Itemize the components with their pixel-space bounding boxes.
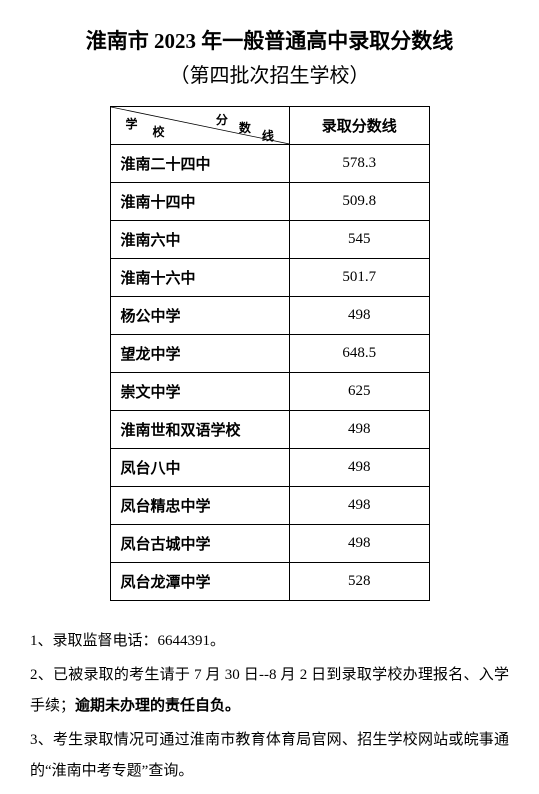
table-row: 望龙中学648.5 — [110, 335, 429, 373]
notes-section: 1、录取监督电话：6644391。 2、已被录取的考生请于 7 月 30 日--… — [30, 626, 509, 788]
score-cell: 528 — [289, 563, 429, 601]
score-cell: 501.7 — [289, 259, 429, 297]
table-row: 凤台八中498 — [110, 449, 429, 487]
table-row: 崇文中学625 — [110, 373, 429, 411]
note-1: 1、录取监督电话：6644391。 — [30, 626, 509, 658]
school-name-cell: 淮南十六中 — [110, 259, 289, 297]
school-name-cell: 望龙中学 — [110, 335, 289, 373]
score-table: 分 数 线 学 校 录取分数线 淮南二十四中578.3淮南十四中509.8淮南六… — [110, 106, 430, 601]
score-cell: 498 — [289, 487, 429, 525]
score-cell: 509.8 — [289, 183, 429, 221]
school-name-cell: 凤台龙潭中学 — [110, 563, 289, 601]
table-row: 凤台精忠中学498 — [110, 487, 429, 525]
school-name-cell: 凤台八中 — [110, 449, 289, 487]
table-row: 淮南十四中509.8 — [110, 183, 429, 221]
score-cell: 648.5 — [289, 335, 429, 373]
school-name-cell: 淮南二十四中 — [110, 145, 289, 183]
page-subtitle: （第四批次招生学校） — [30, 59, 509, 88]
school-name-cell: 淮南世和双语学校 — [110, 411, 289, 449]
page-title: 淮南市 2023 年一般普通高中录取分数线 — [30, 25, 509, 55]
score-cell: 545 — [289, 221, 429, 259]
score-cell: 578.3 — [289, 145, 429, 183]
header-score-col: 录取分数线 — [289, 107, 429, 145]
table-row: 凤台龙潭中学528 — [110, 563, 429, 601]
school-name-cell: 凤台古城中学 — [110, 525, 289, 563]
table-row: 杨公中学498 — [110, 297, 429, 335]
school-name-cell: 杨公中学 — [110, 297, 289, 335]
note-3: 3、考生录取情况可通过淮南市教育体育局官网、招生学校网站或皖事通的“淮南中考专题… — [30, 725, 509, 788]
school-name-cell: 崇文中学 — [110, 373, 289, 411]
table-row: 淮南二十四中578.3 — [110, 145, 429, 183]
school-name-cell: 淮南六中 — [110, 221, 289, 259]
score-cell: 625 — [289, 373, 429, 411]
note-2: 2、已被录取的考生请于 7 月 30 日--8 月 2 日到录取学校办理报名、入… — [30, 660, 509, 723]
header-diag-bottom-label: 学 校 — [126, 123, 165, 140]
school-name-cell: 凤台精忠中学 — [110, 487, 289, 525]
table-body: 淮南二十四中578.3淮南十四中509.8淮南六中545淮南十六中501.7杨公… — [110, 145, 429, 601]
table-header-row: 分 数 线 学 校 录取分数线 — [110, 107, 429, 145]
table-row: 淮南十六中501.7 — [110, 259, 429, 297]
table-row: 淮南六中545 — [110, 221, 429, 259]
score-cell: 498 — [289, 411, 429, 449]
score-cell: 498 — [289, 525, 429, 563]
header-diag-top-label: 分 数 线 — [216, 111, 274, 128]
score-cell: 498 — [289, 297, 429, 335]
school-name-cell: 淮南十四中 — [110, 183, 289, 221]
table-row: 淮南世和双语学校498 — [110, 411, 429, 449]
score-cell: 498 — [289, 449, 429, 487]
header-diagonal-cell: 分 数 线 学 校 — [110, 107, 289, 145]
table-row: 凤台古城中学498 — [110, 525, 429, 563]
